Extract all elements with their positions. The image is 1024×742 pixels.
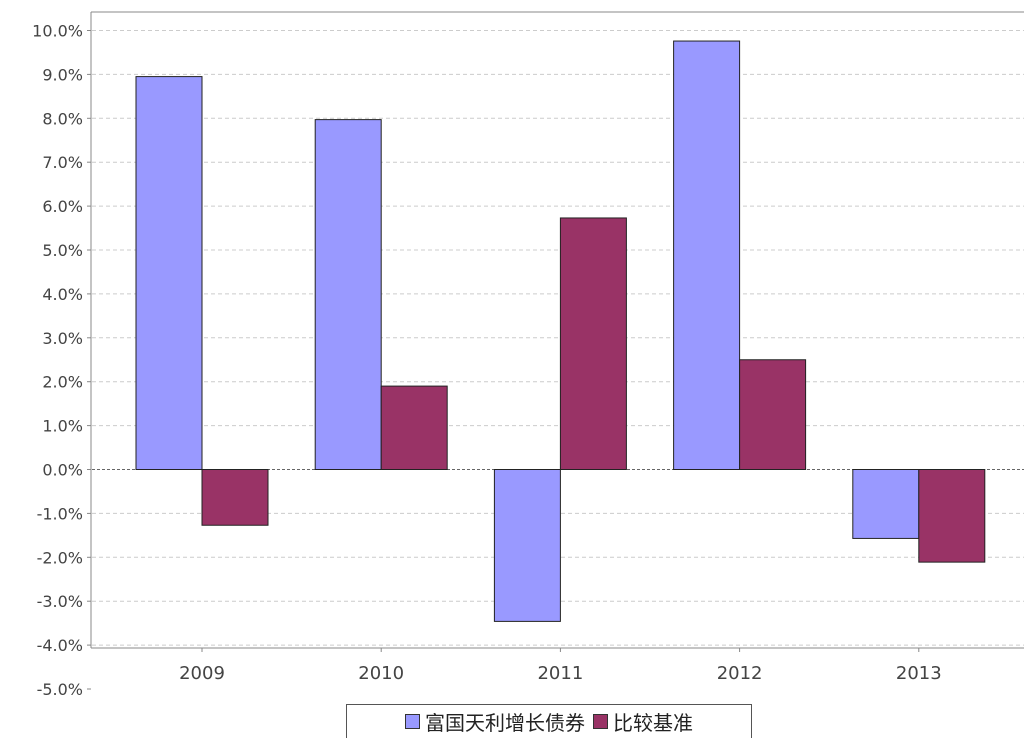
y-tick-label: 5.0% (42, 241, 83, 260)
bar-2011-series-2 (559, 217, 627, 470)
bar-2009-series-1 (135, 76, 203, 470)
y-tick-label: -3.0% (37, 592, 83, 611)
x-tick-label: 2009 (179, 663, 225, 684)
bar-2013-series-2 (918, 469, 986, 563)
bar-2012-series-2 (739, 359, 807, 470)
y-tick-label: 6.0% (42, 197, 83, 216)
x-tick-label: 2011 (537, 663, 583, 684)
bar-2009-series-2 (201, 469, 269, 526)
axis-layer: 10.0% 9.0% 8.0% 7.0% 6.0% 5.0% 4.0% 3.0% 2.0% 1.0… (32, 11, 1024, 699)
bar-2013-series-1 (852, 469, 920, 539)
y-tick-label: 8.0% (42, 109, 83, 128)
y-tick-label: 10.0% (32, 22, 83, 41)
y-tick-label: 9.0% (42, 65, 83, 84)
y-tick-label: -1.0% (37, 504, 83, 523)
y-tick-label: -4.0% (37, 636, 83, 655)
y-tick-label: 3.0% (42, 329, 83, 348)
legend: 富国天利增长债券 比较基准 (346, 704, 752, 738)
y-tick-label: 0.0% (42, 461, 83, 480)
x-tick-label: 2013 (896, 663, 942, 684)
y-tick-label: 4.0% (42, 285, 83, 304)
bar-2010-series-2 (380, 385, 448, 470)
bar-2011-series-1 (493, 469, 561, 622)
bar-2010-series-1 (314, 119, 382, 470)
legend-item-series-2: 比较基准 (593, 707, 693, 736)
bar-2012-series-1 (673, 40, 741, 470)
y-tick-label: -5.0% (37, 680, 83, 699)
legend-label-series-2: 比较基准 (613, 711, 693, 735)
grid-layer (92, 30, 1024, 646)
x-tick-label: 2010 (358, 663, 404, 684)
y-tick-label: 2.0% (42, 373, 83, 392)
legend-swatch-series-1 (405, 714, 420, 729)
y-tick-label: -2.0% (37, 548, 83, 567)
legend-label-series-1: 富国天利增长债券 (425, 711, 585, 735)
y-tick-label: 7.0% (42, 153, 83, 172)
legend-swatch-series-2 (593, 714, 608, 729)
legend-item-series-1: 富国天利增长债券 (405, 707, 585, 736)
y-tick-label: 1.0% (42, 417, 83, 436)
x-tick-label: 2012 (717, 663, 763, 684)
bars-layer (135, 40, 986, 622)
